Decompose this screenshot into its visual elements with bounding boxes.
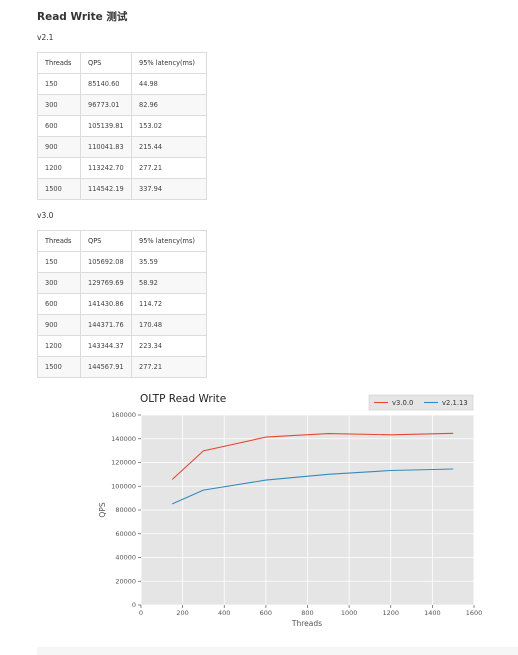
x-axis: 0 200 400 600 800 1000 1200 1400 1600 (139, 605, 482, 617)
table-row: 900 110041.83 215.44 (37, 136, 207, 158)
y-axis-label: QPS (98, 502, 107, 517)
series-lines (171, 432, 454, 505)
series-line-0 (171, 432, 454, 480)
table-cell: 114542.19 (80, 178, 132, 200)
table-cell: 44.98 (131, 73, 207, 95)
column-header: QPS (80, 52, 132, 74)
table-row: 600 141430.86 114.72 (37, 293, 207, 315)
table-row: 1500 144567.91 277.21 (37, 356, 207, 378)
table-cell: 141430.86 (80, 293, 132, 315)
table-row: 1200 113242.70 277.21 (37, 157, 207, 179)
x-tick-label: 1600 (466, 609, 483, 617)
x-tick-label: 800 (301, 609, 313, 617)
version-heading-v2: v2.1 (37, 33, 54, 42)
x-tick-label: 1000 (341, 609, 358, 617)
table-cell: 153.02 (131, 115, 207, 137)
table-row: 1200 143344.37 223.34 (37, 335, 207, 357)
y-tick-label: 100000 (111, 482, 136, 490)
y-tick-label: 160000 (111, 411, 136, 419)
results-table-v3: Threads QPS 95% latency(ms) 150 105692.0… (37, 230, 207, 378)
x-tick-label: 200 (176, 609, 188, 617)
table-cell: 1500 (37, 356, 81, 378)
oltp-line-chart: OLTP Read Write 0 200 400 600 800 1000 1200 140… (98, 393, 482, 628)
table-cell: 150 (37, 251, 81, 273)
table-cell: 114.72 (131, 293, 207, 315)
x-tick-label: 400 (218, 609, 230, 617)
table-row: 300 96773.01 82.96 (37, 94, 207, 116)
table-cell: 144567.91 (80, 356, 132, 378)
table-cell: 1200 (37, 335, 81, 357)
table-cell: 82.96 (131, 94, 207, 116)
y-tick-label: 60000 (115, 530, 136, 538)
table-cell: 277.21 (131, 157, 207, 179)
table-row: 900 144371.76 170.48 (37, 314, 207, 336)
table-cell: 144371.76 (80, 314, 132, 336)
table-cell: 600 (37, 293, 81, 315)
table-cell: 110041.83 (80, 136, 132, 158)
y-axis: 0 20000 40000 60000 80000 100000 120000 140000 1… (111, 411, 141, 609)
page-title: Read Write 测试 (37, 11, 128, 23)
table-cell: 300 (37, 94, 81, 116)
legend: v3.0.0 v2.1.13 (368, 394, 474, 411)
table-cell: 337.94 (131, 178, 207, 200)
version-heading-v3: v3.0 (37, 211, 54, 220)
x-tick-label: 1200 (382, 609, 399, 617)
x-tick-label: 1400 (424, 609, 441, 617)
table-header-row: Threads QPS 95% latency(ms) (37, 52, 207, 74)
footer-bar (37, 647, 518, 655)
table-header-row: Threads QPS 95% latency(ms) (37, 230, 207, 252)
table-cell: 113242.70 (80, 157, 132, 179)
table-cell: 105692.08 (80, 251, 132, 273)
legend-box (368, 394, 474, 411)
table-cell: 277.21 (131, 356, 207, 378)
table-row: 1500 114542.19 337.94 (37, 178, 207, 200)
table-cell: 129769.69 (80, 272, 132, 294)
column-header: QPS (80, 230, 132, 252)
y-tick-label: 0 (132, 601, 136, 609)
table-row: 150 85140.60 44.98 (37, 73, 207, 95)
table-cell: 143344.37 (80, 335, 132, 357)
table-cell: 105139.81 (80, 115, 132, 137)
results-table-v2: Threads QPS 95% latency(ms) 150 85140.60… (37, 52, 207, 200)
table-cell: 600 (37, 115, 81, 137)
table-cell: 900 (37, 136, 81, 158)
legend-label-1: v2.1.13 (442, 399, 468, 407)
x-tick-label: 600 (260, 609, 272, 617)
series-line-1 (171, 468, 454, 505)
table-row: 300 129769.69 58.92 (37, 272, 207, 294)
x-axis-label: Threads (291, 619, 322, 628)
y-tick-label: 20000 (115, 577, 136, 585)
table-cell: 223.34 (131, 335, 207, 357)
table-cell: 215.44 (131, 136, 207, 158)
y-tick-label: 140000 (111, 435, 136, 443)
x-tick-label: 0 (139, 609, 143, 617)
table-cell: 96773.01 (80, 94, 132, 116)
legend-label-0: v3.0.0 (392, 399, 413, 407)
y-tick-label: 80000 (115, 506, 136, 514)
table-row: 150 105692.08 35.59 (37, 251, 207, 273)
table-cell: 1500 (37, 178, 81, 200)
table-row: 600 105139.81 153.02 (37, 115, 207, 137)
chart-title: OLTP Read Write (140, 393, 226, 405)
table-cell: 1200 (37, 157, 81, 179)
column-header: Threads (37, 230, 81, 252)
table-cell: 150 (37, 73, 81, 95)
column-header: 95% latency(ms) (131, 52, 207, 74)
column-header: Threads (37, 52, 81, 74)
table-cell: 900 (37, 314, 81, 336)
column-header: 95% latency(ms) (131, 230, 207, 252)
y-tick-label: 120000 (111, 459, 136, 467)
table-cell: 58.92 (131, 272, 207, 294)
y-tick-label: 40000 (115, 554, 136, 562)
table-cell: 300 (37, 272, 81, 294)
table-cell: 85140.60 (80, 73, 132, 95)
table-cell: 35.59 (131, 251, 207, 273)
table-cell: 170.48 (131, 314, 207, 336)
